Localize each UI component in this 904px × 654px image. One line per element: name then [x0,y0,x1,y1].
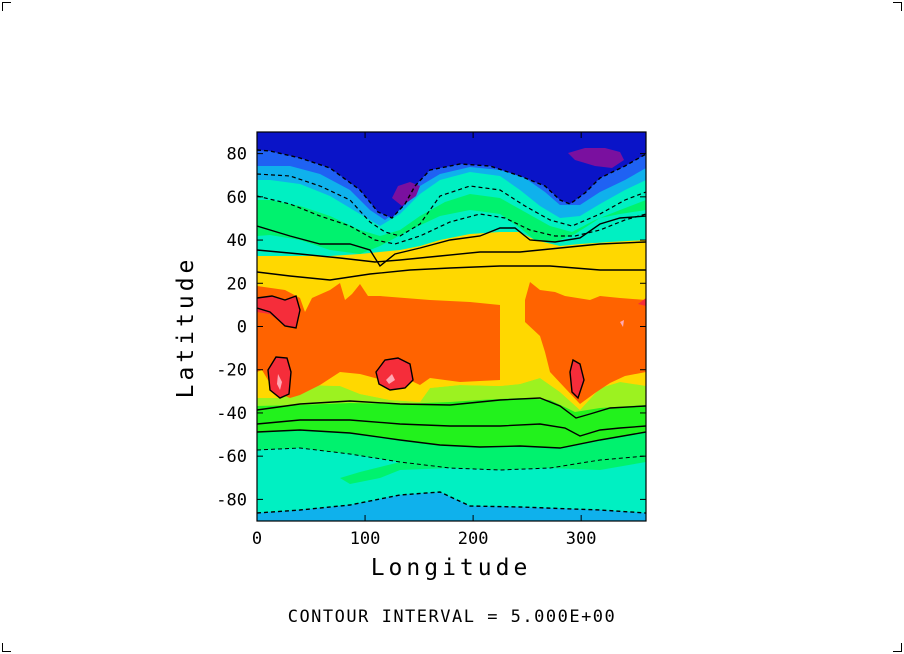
contour-line [257,241,646,263]
band-level-11-c [620,320,624,327]
y-axis-label: Latitude [173,256,199,399]
contour-line [257,491,646,514]
contour-line [257,419,646,437]
contour-line [569,358,585,400]
y-tick-label: 20 [227,274,247,294]
contour-line [257,215,646,268]
y-tick-label: -40 [216,404,247,424]
contour-line [257,173,646,237]
contour-line [267,356,292,399]
x-tick-label: 0 [252,529,262,549]
crop-mark-bottom-right [893,643,902,652]
contour-line [257,429,646,449]
band-level-9 [257,282,646,404]
contour-interval-note: CONTOUR INTERVAL = 5.000E+00 [288,607,617,627]
contour-line [257,447,646,471]
band-level-0-b [392,182,420,206]
y-tick-label: 80 [227,145,247,165]
band-level-11-a [277,374,282,390]
contour-line [257,149,646,219]
contour-line [257,397,646,419]
x-tick-label: 100 [350,529,381,549]
crop-mark-top-left [2,2,11,11]
y-tick-label: -80 [216,490,247,510]
band-level-10-e [638,298,646,306]
x-tick-label: 200 [458,529,489,549]
x-axis-label: Longitude [371,555,532,581]
contour-line [257,265,646,281]
band-level-1 [257,132,646,218]
y-axis: -80 -60 -40 -20 0 20 40 60 80 [216,145,646,510]
contour-line [375,357,414,391]
crop-mark-top-right [893,2,902,11]
band-level-0-a [568,148,624,168]
contour-line [257,295,301,329]
band-level-10-a [257,296,300,328]
x-axis: 0 100 200 300 [252,132,597,549]
band-level-11-b [386,374,395,384]
contour-lines [257,149,646,514]
y-tick-label: 60 [227,188,247,208]
y-tick-label: 40 [227,231,247,251]
band-level-10-c [376,358,413,390]
y-tick-label: 0 [237,318,247,338]
contour-fills [257,132,646,521]
y-tick-label: -20 [216,361,247,381]
y-tick-label: -60 [216,447,247,467]
x-tick-label: 300 [566,529,597,549]
crop-mark-bottom-left [2,643,11,652]
